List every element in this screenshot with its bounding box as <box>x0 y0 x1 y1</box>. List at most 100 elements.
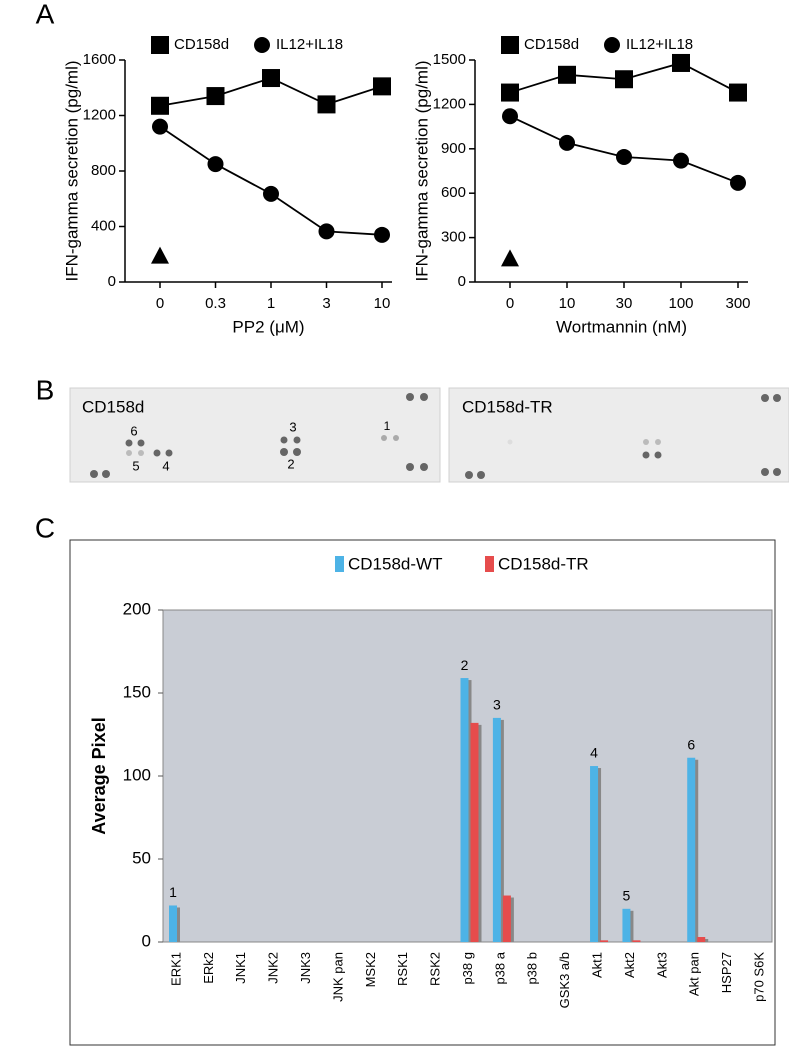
x-tick-label: Akt pan <box>687 952 702 996</box>
bar-annotation: 2 <box>461 657 469 673</box>
data-point <box>673 152 689 169</box>
data-point <box>318 223 335 240</box>
legend-label: CD158d <box>524 36 579 53</box>
panel-label: B <box>36 374 55 405</box>
y-axis-label: IFN-gamma secretion (pg/ml) <box>62 60 81 281</box>
legend-label: CD158d-TR <box>498 554 589 573</box>
bar <box>502 895 511 942</box>
x-tick-label: ERK1 <box>168 952 183 986</box>
bar <box>622 908 631 942</box>
bar-annotation: 1 <box>169 884 177 900</box>
panel-label: C <box>35 512 55 543</box>
data-point <box>373 77 391 96</box>
y-tick-label: 0 <box>108 273 116 290</box>
data-point <box>502 108 518 125</box>
data-point <box>672 53 690 72</box>
x-tick-label: MSK2 <box>363 952 378 987</box>
legend-label: CD158d-WT <box>348 554 442 573</box>
data-point <box>151 96 169 115</box>
y-tick-label: 1500 <box>433 51 466 68</box>
data-point <box>616 148 632 165</box>
data-point <box>152 118 168 135</box>
x-tick-label: 300 <box>725 295 750 312</box>
blot-title: CD158d-TR <box>462 397 553 416</box>
legend-marker <box>254 37 270 53</box>
bar <box>687 757 696 942</box>
y-tick-label: 300 <box>441 229 466 246</box>
x-tick-label: GSK3 a/b <box>557 952 572 1008</box>
x-tick-label: JNK2 <box>266 952 281 984</box>
data-point <box>207 156 224 173</box>
y-tick-label: 50 <box>132 848 151 867</box>
legend-marker <box>151 36 169 54</box>
bar-annotation: 6 <box>687 736 695 752</box>
y-tick-label: 100 <box>123 765 151 784</box>
bar <box>632 940 641 942</box>
bar <box>590 766 599 942</box>
y-tick-label: 1200 <box>83 106 116 123</box>
panel-label: A <box>36 0 55 29</box>
x-tick-label: JNK pan <box>330 952 345 1002</box>
data-point <box>615 70 633 89</box>
x-axis-label: Wortmannin (nM) <box>556 317 687 336</box>
legend-swatch <box>335 556 344 572</box>
x-tick-label: RSK2 <box>428 952 443 986</box>
x-tick-label: 10 <box>374 295 391 312</box>
bar <box>492 717 501 942</box>
x-tick-label: HSP27 <box>719 952 734 993</box>
data-point <box>559 134 575 151</box>
legend-swatch <box>485 556 494 572</box>
bar <box>460 678 469 942</box>
x-tick-label: p38 a <box>492 951 507 984</box>
data-point <box>501 83 519 102</box>
bar <box>600 940 609 942</box>
y-axis-label: IFN-gamma secretion (pg/ml) <box>412 60 431 281</box>
panel-c-frame <box>69 539 776 1046</box>
spot-label: 5 <box>132 458 139 473</box>
legend-marker <box>501 36 519 54</box>
data-point <box>374 226 390 243</box>
x-tick-label: 100 <box>668 295 693 312</box>
data-point <box>206 87 225 106</box>
x-tick-label: 0 <box>506 295 514 312</box>
data-point <box>151 246 169 264</box>
bar-annotation: 4 <box>590 745 598 761</box>
data-point <box>730 174 746 191</box>
spot-label: 2 <box>287 456 294 471</box>
bar <box>169 905 177 942</box>
x-tick-label: Akt2 <box>622 952 637 978</box>
x-tick-label: p38 g <box>460 952 475 985</box>
spot-label: 1 <box>384 419 391 433</box>
bar <box>697 937 706 942</box>
bar-annotation: 3 <box>493 697 501 713</box>
spot-label: 6 <box>130 423 137 438</box>
x-tick-label: 30 <box>616 295 633 312</box>
x-tick-label: 10 <box>559 295 576 312</box>
x-tick-label: Akt3 <box>654 952 669 978</box>
x-tick-label: RSK1 <box>395 952 410 986</box>
data-point <box>729 83 747 102</box>
y-tick-label: 400 <box>91 217 116 234</box>
x-tick-label: 0 <box>156 295 164 312</box>
bar <box>470 722 479 942</box>
x-tick-label: p70 S6K <box>751 952 766 1002</box>
x-tick-label: 1 <box>267 295 275 312</box>
x-tick-label: 3 <box>322 295 330 312</box>
y-tick-label: 1200 <box>433 95 466 112</box>
x-tick-label: JNK1 <box>233 952 248 984</box>
x-tick-label: p38 b <box>525 952 540 985</box>
blot-left: CD158d 1 2 3 4 5 6 <box>69 387 441 483</box>
legend-label: IL12+IL18 <box>276 36 343 53</box>
x-tick-label: 0.3 <box>205 295 226 312</box>
series-line <box>159 125 383 236</box>
x-tick-label: ERk2 <box>201 952 216 984</box>
y-tick-label: 600 <box>441 184 466 201</box>
legend-label: IL12+IL18 <box>626 36 693 53</box>
y-tick-label: 0 <box>142 931 151 950</box>
y-tick-label: 800 <box>91 162 116 179</box>
data-point <box>501 249 519 267</box>
data-point <box>263 185 279 202</box>
blot-title: CD158d <box>82 397 144 416</box>
data-point <box>317 95 336 114</box>
